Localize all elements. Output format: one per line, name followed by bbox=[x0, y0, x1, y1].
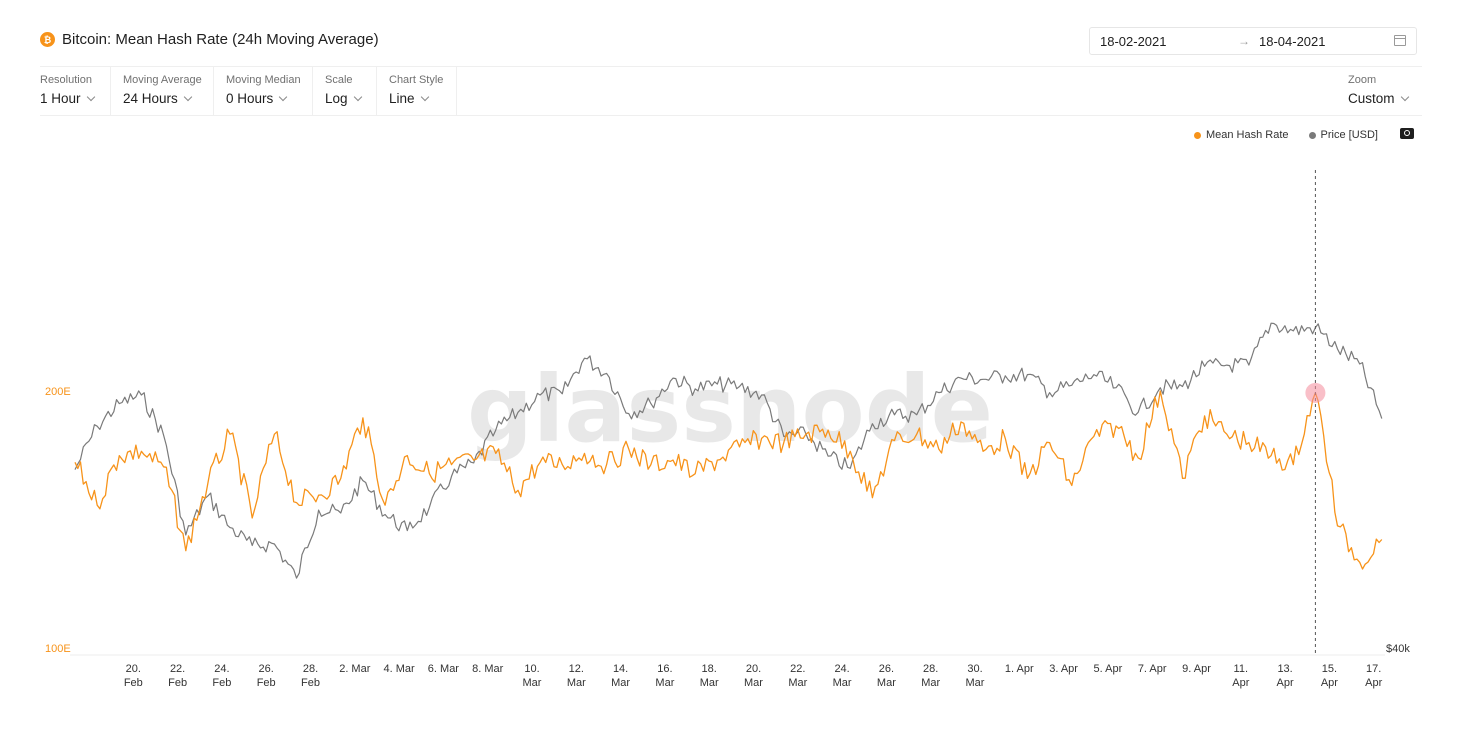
x-tick-label: 3. Apr bbox=[1049, 663, 1078, 675]
chart-style-dropdown[interactable]: Chart Style Line bbox=[389, 67, 457, 115]
moving-median-label: Moving Median bbox=[226, 74, 301, 86]
zoom-label: Zoom bbox=[1348, 74, 1377, 86]
y-right-tick-label: $40k bbox=[1386, 643, 1410, 655]
chart-title: Bitcoin: Mean Hash Rate (24h Moving Aver… bbox=[62, 31, 379, 48]
x-tick-label: 22. Mar bbox=[788, 663, 807, 689]
series-lines bbox=[74, 322, 1383, 579]
x-tick-label: 2. Mar bbox=[339, 663, 371, 675]
legend-item-hash-rate[interactable]: Mean Hash Rate bbox=[1193, 129, 1289, 141]
x-tick-label: 26. Feb bbox=[257, 663, 276, 689]
hash-rate-line bbox=[74, 390, 1383, 570]
legend-dot-price bbox=[1308, 131, 1316, 139]
x-tick-label: 30. Mar bbox=[966, 663, 985, 689]
x-tick-label: 13. Apr bbox=[1277, 663, 1294, 689]
x-tick-label: 14. Mar bbox=[611, 663, 630, 689]
hover-indicator bbox=[1305, 170, 1326, 655]
title-wrap: ₿ Bitcoin: Mean Hash Rate (24h Moving Av… bbox=[40, 31, 379, 48]
resolution-label: Resolution bbox=[40, 74, 92, 86]
x-tick-label: 28. Mar bbox=[921, 663, 940, 689]
x-tick-label: 20. Feb bbox=[124, 663, 143, 689]
x-tick-label: 28. Feb bbox=[301, 663, 320, 689]
y-left-tick-label: 100E bbox=[45, 643, 71, 655]
x-tick-label: 15. Apr bbox=[1321, 663, 1338, 689]
y-left-tick-label: 200E bbox=[45, 386, 71, 398]
x-tick-label: 12. Mar bbox=[567, 663, 586, 689]
moving-average-dropdown[interactable]: Moving Average 24 Hours bbox=[123, 67, 214, 115]
x-tick-label: 7. Apr bbox=[1138, 663, 1167, 675]
x-tick-label: 20. Mar bbox=[744, 663, 763, 689]
x-tick-label: 22. Feb bbox=[168, 663, 187, 689]
x-tick-label: 26. Mar bbox=[877, 663, 896, 689]
zoom-dropdown[interactable]: Zoom Custom bbox=[1348, 67, 1418, 115]
y-axis-labels: 200E 100E $40k bbox=[45, 386, 1410, 655]
legend-label-hash-rate: Mean Hash Rate bbox=[1205, 129, 1289, 141]
date-range-picker[interactable]: 18-02-2021 → 18-04-2021 bbox=[1089, 27, 1417, 55]
x-tick-label: 5. Apr bbox=[1094, 663, 1123, 675]
x-tick-label: 6. Mar bbox=[428, 663, 460, 675]
x-tick-label: 16. Mar bbox=[655, 663, 674, 689]
x-tick-label: 8. Mar bbox=[472, 663, 504, 675]
hover-point-marker bbox=[1305, 382, 1326, 403]
scale-label: Scale bbox=[325, 74, 353, 86]
date-from-input[interactable]: 18-02-2021 bbox=[1100, 33, 1167, 49]
bitcoin-icon: ₿ bbox=[40, 32, 55, 47]
x-tick-label: 18. Mar bbox=[700, 663, 719, 689]
moving-average-label: Moving Average bbox=[123, 74, 202, 86]
resolution-dropdown[interactable]: Resolution 1 Hour bbox=[40, 67, 111, 115]
price-line bbox=[74, 322, 1383, 579]
x-axis-ticks: 20. Feb 22. Feb 24. Feb 26. Feb 28. Feb 2. Mar 4. M… bbox=[124, 663, 1383, 689]
x-tick-label: 9. Apr bbox=[1182, 663, 1211, 675]
chart-controls: Resolution 1 Hour Moving Average 24 Hour… bbox=[40, 66, 1422, 116]
scale-value[interactable]: Log bbox=[325, 91, 362, 106]
chart-legend: Mean Hash Rate Price [USD] bbox=[1174, 129, 1378, 141]
chart-style-label: Chart Style bbox=[389, 74, 444, 86]
resolution-value[interactable]: 1 Hour bbox=[40, 91, 95, 106]
moving-average-value[interactable]: 24 Hours bbox=[123, 91, 193, 106]
legend-dot-hash-rate bbox=[1193, 131, 1201, 139]
scale-dropdown[interactable]: Scale Log bbox=[325, 67, 377, 115]
x-tick-label: 24. Mar bbox=[833, 663, 852, 689]
watermark: glassnode bbox=[467, 356, 993, 463]
camera-icon[interactable] bbox=[1400, 128, 1414, 139]
x-tick-label: 24. Feb bbox=[212, 663, 231, 689]
x-tick-label: 17. Apr bbox=[1365, 663, 1382, 689]
chart-style-value[interactable]: Line bbox=[389, 91, 429, 106]
date-to-input[interactable]: 18-04-2021 bbox=[1259, 33, 1326, 49]
watermark-text: glassnode bbox=[467, 356, 993, 463]
x-tick-label: 11. Apr bbox=[1232, 663, 1249, 689]
legend-label-price: Price [USD] bbox=[1320, 129, 1378, 141]
x-tick-label: 1. Apr bbox=[1005, 663, 1034, 675]
moving-median-value[interactable]: 0 Hours bbox=[226, 91, 288, 106]
legend-item-price[interactable]: Price [USD] bbox=[1308, 129, 1378, 141]
x-tick-label: 4. Mar bbox=[384, 663, 416, 675]
x-tick-label: 10. Mar bbox=[523, 663, 542, 689]
chart-header: ₿ Bitcoin: Mean Hash Rate (24h Moving Av… bbox=[40, 27, 1420, 55]
zoom-value[interactable]: Custom bbox=[1348, 91, 1409, 106]
moving-median-dropdown[interactable]: Moving Median 0 Hours bbox=[226, 67, 313, 115]
calendar-icon[interactable] bbox=[1394, 35, 1406, 46]
arrow-right-icon: → bbox=[1238, 34, 1250, 48]
